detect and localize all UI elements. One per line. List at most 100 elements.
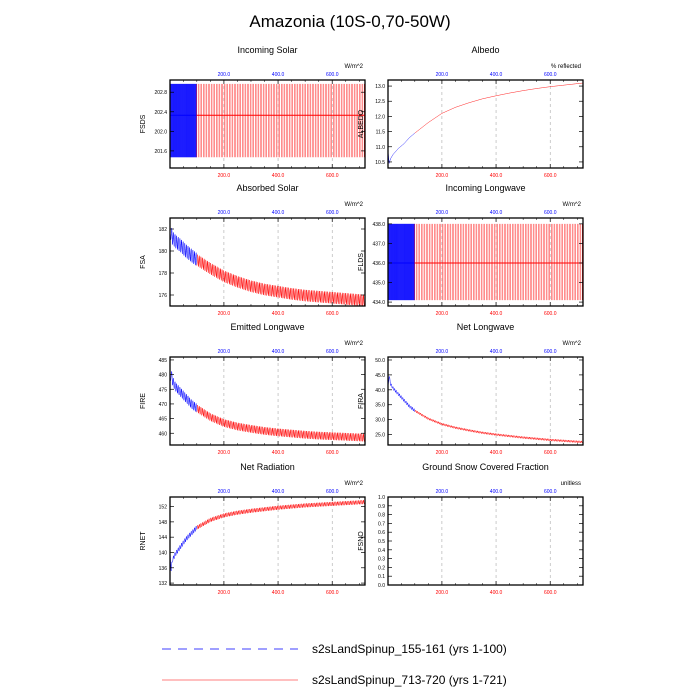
y-tick-label: 0.1	[378, 574, 385, 580]
y-tick-label: 10.5	[375, 160, 385, 166]
y-tick-label: 0.3	[378, 557, 385, 563]
y-tick-label: 35.0	[375, 403, 385, 409]
x-tick-label-top: 400.0	[272, 489, 285, 495]
series-blue-line	[388, 375, 416, 413]
y-tick-label: 435.0	[372, 281, 385, 287]
panel-fira: 200.0 200.0 400.0 400.0 600.0 600.0 25.0 30.0 35…	[358, 322, 584, 456]
y-tick-label: 0.4	[378, 548, 385, 554]
panel-fire: 200.0 200.0 400.0 400.0 600.0 600.0 460 465 470 4…	[140, 322, 366, 456]
x-tick-label-top: 200.0	[436, 489, 449, 495]
panel-units: unitless	[561, 481, 581, 487]
data-layer	[388, 223, 583, 301]
panel-units: W/m^2	[345, 341, 364, 347]
data-layer	[388, 375, 583, 444]
x-tick-label-bottom: 400.0	[490, 173, 503, 179]
panel-title: Ground Snow Covered Fraction	[422, 462, 549, 472]
panel-units: W/m^2	[563, 341, 582, 347]
y-tick-label: 0.7	[378, 521, 385, 527]
x-tick-label-bottom: 200.0	[436, 450, 449, 456]
y-tick-label: 11.0	[376, 145, 386, 151]
x-tick-label-top: 600.0	[544, 210, 557, 216]
panel-fsno: 200.0 200.0 400.0 400.0 600.0 600.0 0.0 0.1 0.2 0…	[358, 462, 584, 596]
series-red-line	[414, 409, 583, 444]
y-tick-label: 11.5	[376, 130, 386, 136]
y-tick-label: 178	[159, 271, 168, 277]
y-tick-label: 475	[159, 387, 168, 393]
y-tick-label: 40.0	[375, 388, 385, 394]
x-tick-label-top: 400.0	[272, 349, 285, 355]
panel-units: W/m^2	[345, 202, 364, 208]
x-tick-label-bottom: 400.0	[272, 311, 285, 317]
data-layer	[170, 227, 365, 306]
x-tick-label-top: 600.0	[326, 210, 339, 216]
y-tick-label: 438.0	[372, 222, 385, 228]
y-tick-label: 0.6	[378, 530, 385, 536]
x-tick-label-top: 200.0	[436, 349, 449, 355]
x-tick-label-top: 200.0	[218, 210, 231, 216]
y-tick-label: 132	[159, 581, 168, 587]
y-tick-label: 460	[159, 431, 168, 437]
panel-frame	[387, 356, 584, 446]
series-blue-band	[388, 223, 415, 301]
legend-label-red: s2sLandSpinup_713-720 (yrs 1-721)	[312, 673, 507, 687]
data-layer	[388, 82, 583, 164]
panel-title: Incoming Longwave	[445, 183, 525, 193]
y-tick-label: 437.0	[372, 241, 385, 247]
x-tick-label-bottom: 200.0	[218, 173, 231, 179]
x-tick-label-bottom: 200.0	[218, 450, 231, 456]
panel-flds: 200.0 200.0 400.0 400.0 600.0 600.0 434.0 435.0…	[358, 183, 584, 317]
x-tick-label-top: 200.0	[218, 72, 231, 78]
panel-frame	[169, 496, 366, 586]
x-tick-label-bottom: 400.0	[490, 590, 503, 596]
y-tick-label: 25.0	[375, 433, 385, 439]
x-tick-label-top: 400.0	[490, 349, 503, 355]
x-tick-label-top: 400.0	[272, 210, 285, 216]
panel-fsa: 200.0 200.0 400.0 400.0 600.0 600.0 176 178 180 1…	[140, 183, 366, 317]
y-tick-label: 202.4	[154, 110, 167, 116]
y-tick-label: 140	[159, 550, 168, 556]
x-tick-label-top: 600.0	[544, 72, 557, 78]
y-tick-label: 148	[159, 520, 168, 526]
data-layer	[170, 371, 365, 442]
y-axis-label: FIRE	[140, 393, 147, 409]
series-red-line	[414, 82, 583, 134]
y-tick-label: 152	[159, 505, 168, 511]
x-tick-label-bottom: 600.0	[326, 311, 339, 317]
y-axis-label: FSDS	[140, 114, 147, 133]
x-tick-label-bottom: 200.0	[436, 311, 449, 317]
x-tick-label-bottom: 400.0	[272, 590, 285, 596]
x-tick-label-bottom: 400.0	[490, 311, 503, 317]
x-tick-label-top: 600.0	[544, 489, 557, 495]
panel-frame	[169, 217, 366, 307]
y-tick-label: 201.6	[154, 149, 167, 155]
y-tick-label: 182	[159, 227, 168, 233]
panel-frame	[387, 79, 584, 169]
x-tick-label-top: 200.0	[436, 210, 449, 216]
x-tick-label-top: 200.0	[218, 349, 231, 355]
y-tick-label: 0.5	[378, 539, 385, 545]
y-tick-label: 0.2	[378, 565, 385, 571]
series-red-line	[196, 499, 365, 530]
legend-label-blue: s2sLandSpinup_155-161 (yrs 1-100)	[312, 642, 507, 656]
y-axis-label: ALBEDO	[358, 109, 365, 138]
panel-title: Incoming Solar	[237, 45, 297, 55]
x-tick-label-top: 600.0	[326, 72, 339, 78]
y-tick-label: 50.0	[375, 358, 385, 364]
series-red-line	[196, 404, 365, 442]
legend: s2sLandSpinup_155-161 (yrs 1-100) s2sLan…	[162, 642, 507, 687]
y-tick-label: 0.8	[378, 513, 385, 519]
panel-title: Emitted Longwave	[230, 322, 304, 332]
panel-units: W/m^2	[345, 481, 364, 487]
x-tick-label-top: 600.0	[326, 349, 339, 355]
x-tick-label-bottom: 600.0	[326, 173, 339, 179]
x-tick-label-top: 600.0	[544, 349, 557, 355]
y-axis-label: FIRA	[358, 393, 365, 409]
panel-units: W/m^2	[563, 202, 582, 208]
series-blue-line	[170, 371, 198, 413]
x-tick-label-bottom: 200.0	[218, 590, 231, 596]
panel-frame	[169, 79, 366, 169]
x-tick-label-bottom: 600.0	[544, 173, 557, 179]
x-tick-label-top: 400.0	[490, 72, 503, 78]
y-tick-label: 45.0	[375, 373, 385, 379]
